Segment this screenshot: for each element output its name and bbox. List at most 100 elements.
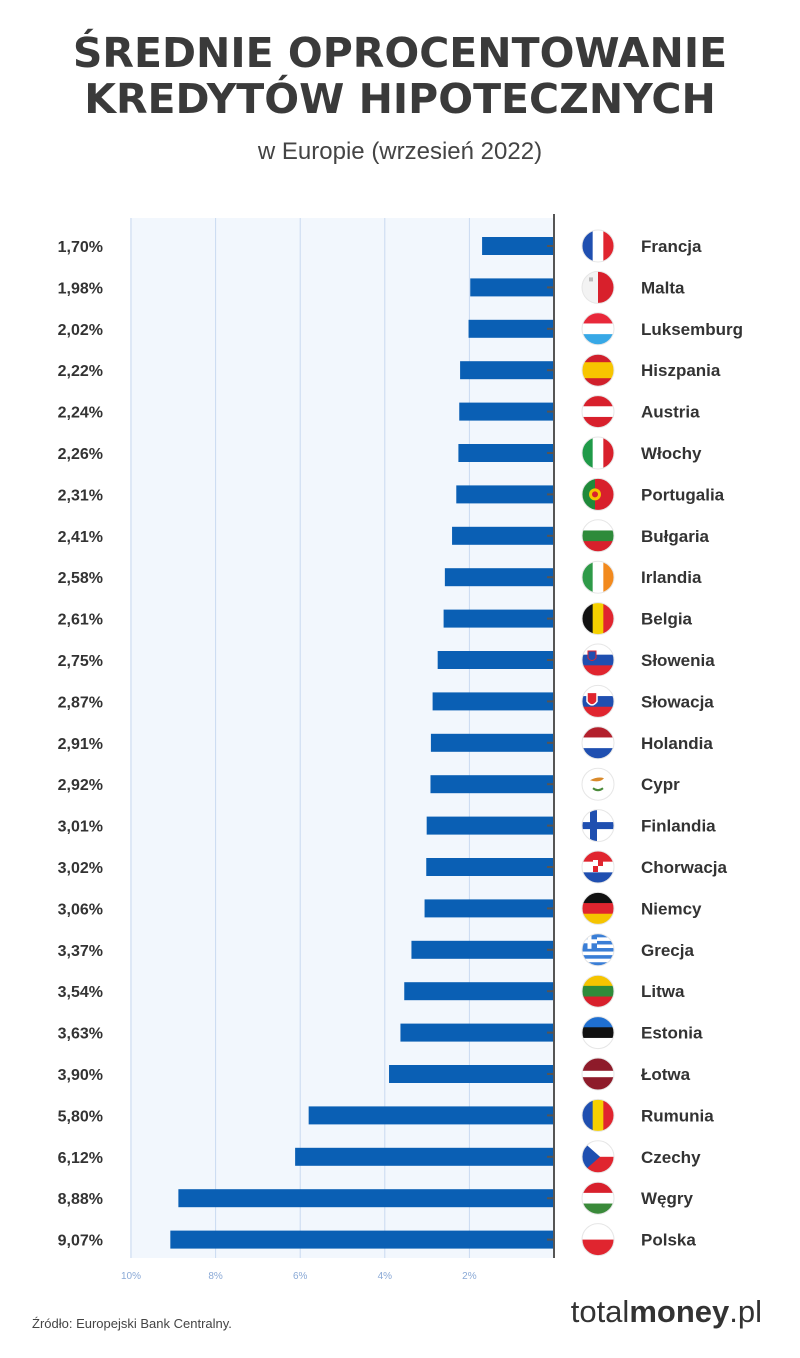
austria-flag-icon [581,395,615,429]
value-label: 5,80% [58,1108,103,1125]
value-label: 1,70% [58,239,103,256]
country-label: Estonia [641,1024,703,1043]
belgium-flag-icon [581,602,615,636]
country-label: Portugalia [641,485,725,504]
bar [430,775,554,794]
malta-flag-icon [581,270,615,304]
estonia-flag-icon [581,1016,615,1050]
bar [430,733,554,752]
bar [468,319,554,338]
flags [581,229,615,1257]
value-label: 1,98% [58,280,103,297]
value-label: 3,54% [58,984,103,1001]
value-label: 3,63% [58,1026,103,1043]
value-label: 9,07% [58,1233,103,1250]
brand-light: total [570,1294,630,1329]
netherlands-flag-icon [581,726,615,760]
bar [426,816,554,835]
value-label: 2,91% [58,736,103,753]
bar [432,692,554,711]
cyprus-flag-icon [581,767,615,801]
value-label: 2,02% [58,322,103,339]
bar [458,444,554,462]
bar [459,402,554,421]
value-label: 3,90% [58,1067,103,1084]
france-flag-icon [581,229,615,263]
country-labels: Francja Malta Luksemburg Hiszpania Austria Wł… [641,237,743,1250]
value-label: 3,01% [58,819,103,836]
bars [170,237,555,1249]
slovakia-flag-icon [581,684,615,718]
value-label: 2,92% [58,777,103,794]
croatia-flag-icon [581,850,615,884]
country-label: Litwa [641,982,685,1001]
germany-flag-icon [581,891,615,925]
country-label: Holandia [641,734,713,753]
x-tick-label: 6% [293,1271,308,1282]
value-label: 2,26% [58,446,103,463]
country-label: Hiszpania [641,361,721,380]
value-label: 2,24% [58,405,103,422]
bar [426,858,554,876]
brand-logo: totalmoney.pl [571,1294,762,1330]
country-label: Austria [641,403,700,422]
slovenia-flag-icon [581,643,615,677]
x-tick-labels: 10% 8% 6% 4% 2% [121,1271,477,1282]
value-label: 8,88% [58,1191,103,1208]
bar [411,940,554,959]
country-label: Finlandia [641,817,716,836]
bar [389,1065,554,1083]
country-label: Belgia [641,610,693,629]
axis-ticks [547,245,554,1241]
country-label: Rumunia [641,1106,714,1125]
value-label: 2,58% [58,570,103,587]
source-note: Źródło: Europejski Bank Centralny. [32,1316,232,1331]
country-label: Cypr [641,775,680,794]
spain-flag-icon [581,353,615,387]
country-label: Słowacja [641,692,714,711]
country-label: Francja [641,237,702,256]
value-label: 2,87% [58,694,103,711]
country-label: Grecja [641,941,694,960]
bar [444,568,554,587]
bar [400,1023,554,1042]
value-label: 2,61% [58,612,103,629]
bar [482,237,554,255]
country-label: Węgry [641,1189,694,1208]
bar [437,651,554,669]
romania-flag-icon [581,1098,615,1132]
chart-title: ŚREDNIE OPROCENTOWANIE KREDYTÓW HIPOTECZ… [0,30,800,122]
greece-flag-icon [581,933,615,967]
italy-flag-icon [581,436,615,470]
brand-suffix: .pl [729,1294,762,1329]
country-label: Polska [641,1231,696,1250]
bar [295,1147,554,1166]
country-label: Bułgaria [641,527,710,546]
bar [424,899,554,918]
value-label: 2,41% [58,529,103,546]
portugal-flag-icon [581,477,615,511]
country-label: Łotwa [641,1065,691,1084]
bar [470,278,554,297]
x-tick-label: 2% [462,1271,477,1282]
bar [170,1230,555,1249]
value-label: 2,75% [58,653,103,670]
bar [452,526,554,545]
bar [456,485,554,504]
bar [404,982,554,1001]
bar [308,1106,554,1125]
country-label: Irlandia [641,568,702,587]
country-label: Słowenia [641,651,715,670]
hungary-flag-icon [581,1181,615,1215]
title-line-2: KREDYTÓW HIPOTECZNYCH [84,75,716,123]
bar-chart: 1,70% 1,98% 2,02% 2,22% 2,24% 2,26% 2,31% 2,41%… [58,214,743,1282]
x-tick-label: 4% [378,1271,393,1282]
latvia-flag-icon [581,1057,615,1091]
country-label: Czechy [641,1148,701,1167]
country-label: Niemcy [641,899,702,918]
bar [443,609,554,628]
bar [460,361,554,380]
country-label: Malta [641,278,685,297]
country-label: Chorwacja [641,858,728,877]
value-label: 2,22% [58,363,103,380]
